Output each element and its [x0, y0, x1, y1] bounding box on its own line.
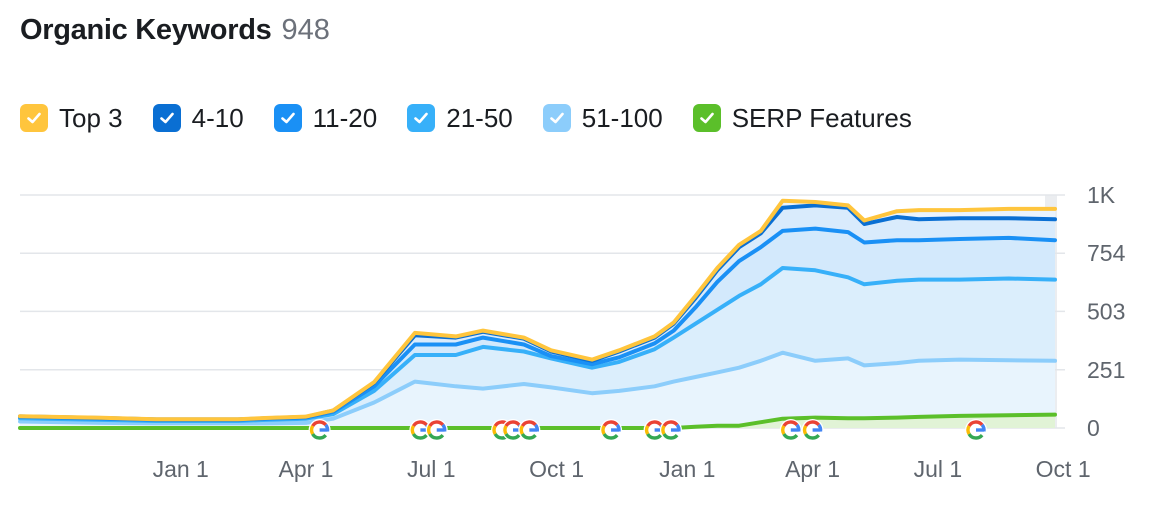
legend-item-21-50[interactable]: 21-50	[407, 103, 513, 134]
x-tick-label: Apr 1	[785, 456, 840, 482]
legend-label: Top 3	[59, 102, 123, 133]
legend-label: 4-10	[191, 102, 244, 133]
x-tick-label: Jul 1	[914, 456, 963, 482]
legend-item-top3[interactable]: Top 3	[20, 103, 123, 134]
keywords-chart[interactable]: 0 251 503 754 1K Jan 1 Apr 1 Jul 1 Oct 1 Jan 1 Apr…	[0, 175, 1160, 495]
series-line-serp-features	[18, 412, 1057, 430]
google-update-marker[interactable]	[801, 419, 824, 441]
google-update-marker[interactable]	[425, 419, 448, 441]
series-line-51-100	[18, 350, 1057, 426]
legend-item-serp-features[interactable]: SERP Features	[692, 102, 912, 134]
legend-item-11-20[interactable]: 11-20	[273, 102, 378, 134]
google-update-marker[interactable]	[600, 419, 623, 441]
google-update-marker[interactable]	[659, 419, 682, 441]
x-tick-label: Jan 1	[153, 456, 209, 482]
x-tick-label: Apr 1	[278, 456, 333, 482]
legend-label: 51-100	[581, 102, 663, 133]
chart-header: Organic Keywords 948	[20, 14, 330, 58]
checkbox-icon[interactable]	[273, 104, 302, 132]
chart-title: Organic Keywords	[20, 14, 272, 46]
legend-item-51-100[interactable]: 51-100	[542, 102, 663, 134]
legend-label: 11-20	[312, 102, 378, 133]
x-tick-label: Jan 1	[659, 456, 715, 482]
google-update-marker[interactable]	[643, 419, 666, 441]
y-tick-label: 0	[1087, 415, 1100, 441]
legend-item-4-10[interactable]: 4-10	[152, 102, 244, 134]
y-tick-label: 754	[1087, 240, 1126, 266]
google-update-marker[interactable]	[965, 419, 988, 441]
x-tick-label: Jul 1	[407, 456, 456, 482]
legend-label: SERP Features	[731, 102, 912, 133]
legend-label: 21-50	[446, 102, 513, 133]
x-tick-label: Oct 1	[529, 456, 584, 482]
checkbox-icon[interactable]	[152, 104, 181, 132]
y-tick-label: 503	[1087, 298, 1125, 324]
y-tick-label: 1K	[1087, 182, 1116, 208]
checkbox-icon[interactable]	[692, 104, 721, 132]
series-line-top-3	[18, 198, 1057, 422]
keyword-count: 948	[281, 14, 330, 46]
area-51-100	[20, 352, 1055, 428]
x-tick-label: Oct 1	[1036, 456, 1091, 482]
checkbox-icon[interactable]	[407, 104, 436, 132]
checkbox-icon[interactable]	[542, 104, 571, 132]
google-update-marker[interactable]	[518, 419, 541, 441]
checkbox-icon[interactable]	[20, 104, 48, 132]
y-tick-label: 251	[1087, 357, 1125, 383]
google-update-marker[interactable]	[779, 419, 802, 441]
legend: Top 3 4-10 11-20 21-50 51-100 SERP Featu…	[20, 100, 942, 136]
google-update-marker[interactable]	[308, 419, 331, 441]
